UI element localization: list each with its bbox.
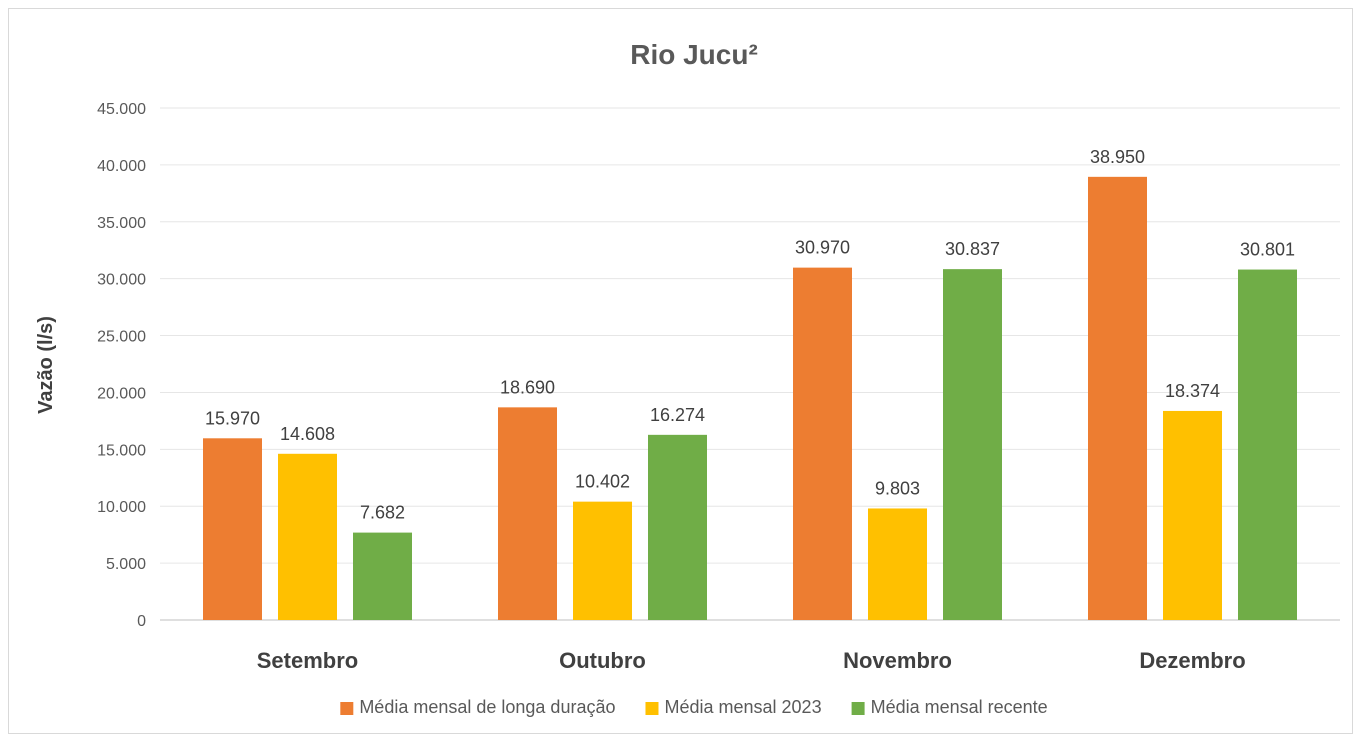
data-label: 30.837 [945, 239, 1000, 259]
data-label: 30.970 [795, 238, 850, 258]
legend-label: Média mensal recente [871, 697, 1048, 717]
data-label: 10.402 [575, 472, 630, 492]
y-tick-label: 35.000 [97, 215, 146, 232]
legend-label: Média mensal 2023 [664, 697, 821, 717]
data-label: 38.950 [1090, 147, 1145, 167]
legend-item: Média mensal recente [851, 697, 1048, 717]
bar [868, 508, 927, 620]
bar [353, 532, 412, 620]
legend-item: Média mensal de longa duração [340, 697, 615, 717]
y-tick-label: 0 [137, 613, 146, 630]
y-tick-label: 25.000 [97, 329, 146, 346]
bar [648, 434, 707, 620]
bar [943, 269, 1002, 620]
y-tick-label: 5.000 [106, 556, 146, 573]
data-label: 16.274 [650, 405, 705, 425]
data-label: 9.803 [875, 478, 920, 498]
bar [1088, 176, 1147, 620]
legend-label: Média mensal de longa duração [359, 697, 615, 717]
chart-title: Rio Jucu² [630, 39, 758, 70]
data-label: 30.801 [1240, 240, 1295, 260]
data-label: 7.682 [360, 503, 405, 523]
y-tick-label: 10.000 [97, 499, 146, 516]
data-label: 18.374 [1165, 381, 1220, 401]
bar [793, 267, 852, 620]
legend-swatch [645, 702, 659, 715]
data-label: 15.970 [205, 408, 260, 428]
bar [203, 438, 262, 620]
bar [1163, 410, 1222, 620]
y-tick-label: 15.000 [97, 442, 146, 459]
legend-swatch [340, 702, 354, 715]
data-label: 18.690 [500, 377, 555, 397]
x-tick-label: Outubro [559, 648, 646, 673]
bar [573, 501, 632, 620]
y-tick-label: 30.000 [97, 272, 146, 289]
legend-swatch [851, 702, 865, 715]
y-axis-label: Vazão (l/s) [35, 316, 57, 414]
y-tick-label: 45.000 [97, 101, 146, 118]
x-tick-label: Dezembro [1139, 648, 1245, 673]
x-tick-label: Setembro [257, 648, 358, 673]
bar [1238, 269, 1297, 620]
legend-item: Média mensal 2023 [645, 697, 822, 717]
y-tick-label: 40.000 [97, 158, 146, 175]
y-tick-label: 20.000 [97, 385, 146, 402]
bar [278, 453, 337, 620]
bar [498, 407, 557, 620]
x-tick-label: Novembro [843, 648, 952, 673]
data-label: 14.608 [280, 424, 335, 444]
